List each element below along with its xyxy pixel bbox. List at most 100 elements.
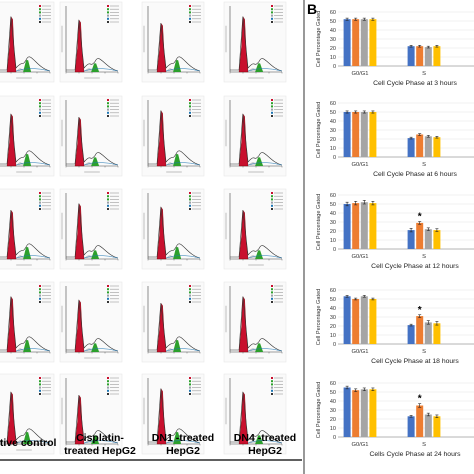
legend-swatch [189,288,191,291]
legend-swatch [271,389,273,392]
debris-line [247,68,283,72]
legend-swatch [107,21,109,23]
legend-swatch [107,386,109,389]
x-tick-label: S [422,349,426,355]
model-fit-line [230,210,283,259]
x-tick-label: G0/G1 [351,71,368,77]
legend-swatch [271,297,273,300]
legend-swatch [189,21,191,23]
legend-swatch [189,11,191,14]
x-tick-label: G0/G1 [351,254,368,260]
x-tick-label: S [422,162,426,168]
bar [433,137,441,157]
legend-swatch [39,115,41,117]
legend-swatch [39,294,41,297]
flow-cytometry-histogram-grid [0,1,287,455]
bar [416,222,424,249]
y-tick-label: 60 [330,288,336,294]
legend-swatch [39,5,41,7]
column-label: gative control [0,437,56,449]
legend-swatch [39,105,41,108]
histogram-cell [59,373,123,455]
bar-chart-column: 0 10 20 30 40 50 60 Cell Percentage Gated G0/G1 S… [316,10,474,458]
legend-swatch [39,380,41,383]
legend-swatch [189,294,191,297]
bar [343,204,351,249]
column-labels: gative control Cisplatin-treated HepG2 DN1… [0,432,302,461]
legend-swatch [271,198,273,201]
y-tick-label: 0 [333,155,336,161]
bar [352,299,360,344]
legend-swatch [39,102,41,105]
bar-chart-4: 0 10 20 30 40 50 60 Cell Percentage Gated G0/G1 *… [316,288,474,365]
model-fit-line [66,203,119,259]
legend-swatch [189,208,191,210]
legend-swatch [271,285,273,287]
bar [407,230,415,249]
g2m-peak [255,343,264,352]
y-axis-label: Cell Percentage Gated [316,102,322,159]
legend-swatch [189,102,191,105]
bar [343,387,351,437]
legend-swatch [39,8,41,11]
debris-line [15,162,51,166]
chart-title: Cell Cycle Phase at 3 hours [373,80,457,87]
legend-swatch [107,14,109,17]
y-tick-label: 40 [330,399,336,405]
legend-swatch [39,111,41,114]
bar-chart-2: 0 10 20 30 40 50 60 Cell Percentage Gated G0/G1 S… [316,101,474,178]
y-tick-label: 30 [330,37,336,43]
debris-line [165,255,201,259]
legend-swatch [189,5,191,7]
debris-line [15,255,51,259]
legend-swatch [189,383,191,386]
model-fit-line [0,296,51,352]
legend-swatch [107,105,109,108]
legend-swatch [107,204,109,207]
x-tick-label: S [422,254,426,260]
model-fit-line [230,113,283,166]
debris-line [247,440,283,444]
bar [369,203,377,249]
model-fit-line [148,23,201,72]
legend-swatch [271,102,273,105]
legend-swatch [189,393,191,395]
g2m-peak [91,63,100,72]
bar [416,405,424,437]
bar [433,416,441,437]
y-tick-label: 40 [330,119,336,125]
histogram-cell [0,188,55,270]
legend-swatch [189,301,191,303]
debris-line [165,162,201,166]
legend-swatch [107,208,109,210]
model-fit-line [66,299,119,352]
y-tick-label: 50 [330,202,336,208]
legend-swatch [39,99,41,101]
y-tick-label: 60 [330,193,336,199]
legend-swatch [189,204,191,207]
bar [433,230,441,249]
legend-swatch [189,17,191,20]
legend-swatch [39,208,41,210]
legend-swatch [107,377,109,379]
y-tick-label: 30 [330,315,336,321]
legend-swatch [107,393,109,395]
legend-swatch [39,288,41,291]
legend-swatch [189,14,191,17]
model-fit-line [66,395,119,444]
bar [369,112,377,157]
legend-swatch [39,383,41,386]
legend-swatch [271,301,273,303]
legend-swatch [39,108,41,111]
x-tick-label: G0/G1 [351,442,368,448]
legend-swatch [271,14,273,17]
legend-swatch [271,291,273,294]
legend-swatch [189,105,191,108]
bar-chart-5: 0 10 20 30 40 50 60 Cell Percentage Gated G0/G1 *… [316,381,474,458]
y-tick-label: 20 [330,46,336,52]
bar-chart-3: 0 10 20 30 40 50 60 Cell Percentage Gated G0/G1 *… [316,193,474,270]
bar [360,389,368,437]
legend-swatch [107,11,109,14]
histogram-cell [223,95,287,177]
